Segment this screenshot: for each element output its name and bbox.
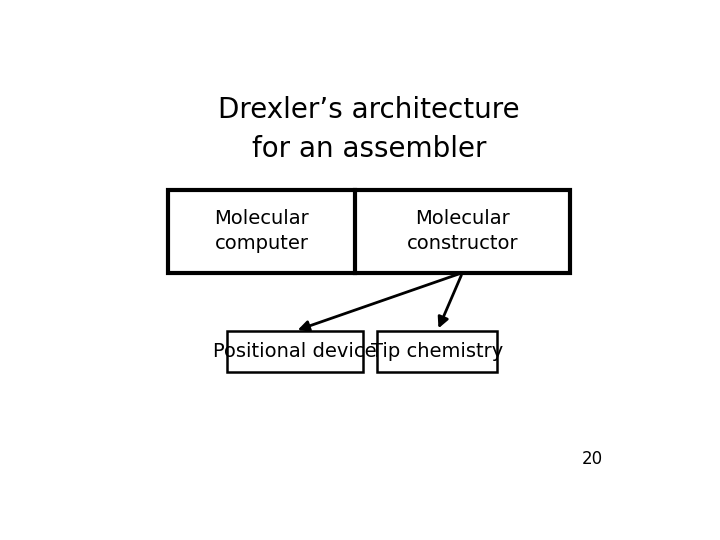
Text: Molecular
computer: Molecular computer — [215, 209, 309, 253]
Text: 20: 20 — [582, 450, 603, 468]
Text: Drexler’s architecture
for an assembler: Drexler’s architecture for an assembler — [218, 96, 520, 163]
FancyBboxPatch shape — [227, 331, 364, 373]
Text: Positional device: Positional device — [213, 342, 377, 361]
Text: Tip chemistry: Tip chemistry — [372, 342, 503, 361]
FancyBboxPatch shape — [377, 331, 498, 373]
FancyBboxPatch shape — [168, 190, 570, 273]
Text: Molecular
constructor: Molecular constructor — [407, 209, 518, 253]
